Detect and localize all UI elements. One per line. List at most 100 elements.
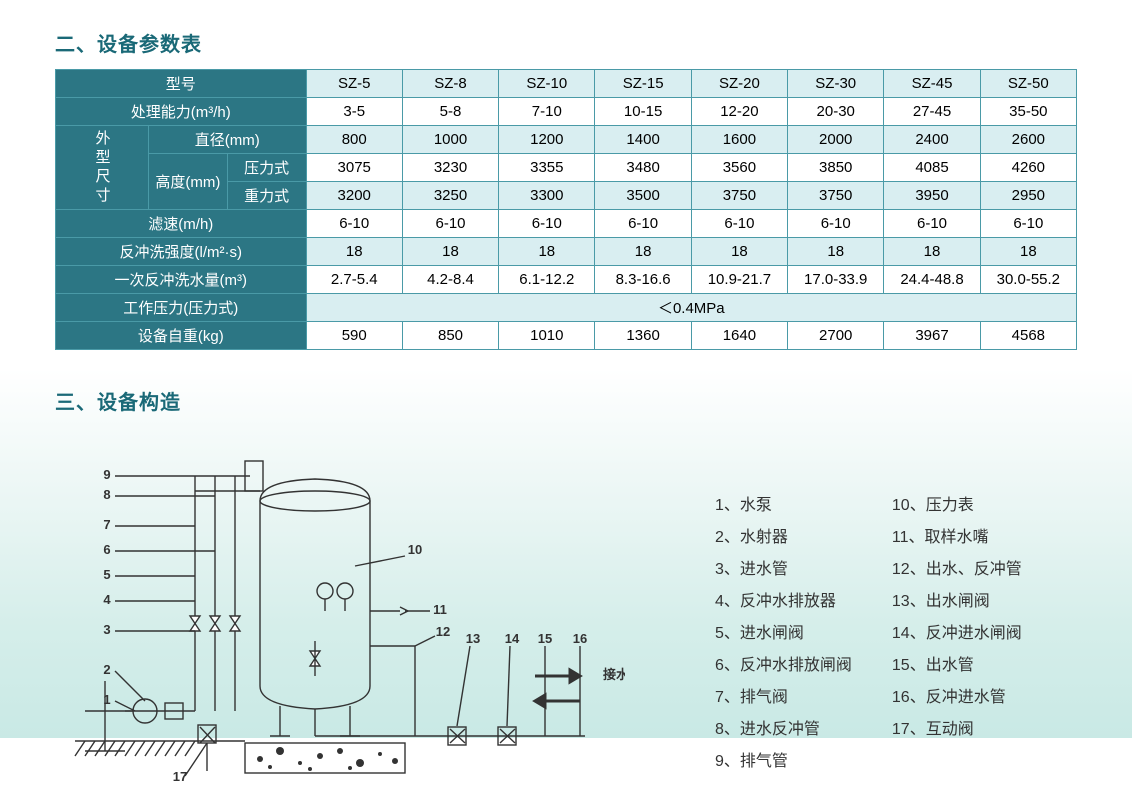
hg-6: 3950 [884,182,980,210]
sw-1: 850 [402,322,498,350]
callout-6: 6 [103,542,110,557]
legend-item: 15、出水管 [892,651,1022,675]
callout-11: 11 [433,602,447,617]
model-7: SZ-50 [980,70,1076,98]
bwv-1: 4.2-8.4 [402,266,498,294]
model-1: SZ-8 [402,70,498,98]
callout-5: 5 [103,567,110,582]
legend-col2: 10、压力表 11、取样水嘴 12、出水、反冲管 13、出水闸阀 14、反冲进水… [892,491,1022,786]
legend-col1: 1、水泵 2、水射器 3、进水管 4、反冲水排放器 5、进水闸阀 6、反冲水排放… [715,491,852,786]
hg-7: 2950 [980,182,1076,210]
dia-0: 800 [306,126,402,154]
callout-2: 2 [103,662,110,677]
cap-4: 12-20 [691,98,787,126]
parameter-table: 型号 SZ-5 SZ-8 SZ-10 SZ-15 SZ-20 SZ-30 SZ-… [55,69,1077,350]
bwi-5: 18 [788,238,884,266]
fs-2: 6-10 [499,210,595,238]
legend-item: 16、反冲进水管 [892,683,1022,707]
equipment-diagram: 9 8 7 6 5 4 3 2 1 10 11 12 13 14 15 16 1 [55,451,675,786]
bwi-0: 18 [306,238,402,266]
th-gravity: 重力式 [227,182,306,210]
th-diameter: 直径(mm) [149,126,307,154]
hg-5: 3750 [788,182,884,210]
hg-1: 3250 [402,182,498,210]
legend-item: 11、取样水嘴 [892,523,1022,547]
model-5: SZ-30 [788,70,884,98]
hp-0: 3075 [306,154,402,182]
th-bwv: 一次反冲洗水量(m³) [56,266,307,294]
callout-16: 16 [573,631,587,646]
bwv-3: 8.3-16.6 [595,266,691,294]
sw-7: 4568 [980,322,1076,350]
fs-5: 6-10 [788,210,884,238]
th-model: 型号 [56,70,307,98]
model-2: SZ-10 [499,70,595,98]
cap-3: 10-15 [595,98,691,126]
dia-2: 1200 [499,126,595,154]
callout-14: 14 [505,631,520,646]
dia-5: 2000 [788,126,884,154]
cap-5: 20-30 [788,98,884,126]
hp-5: 3850 [788,154,884,182]
hp-2: 3355 [499,154,595,182]
th-outer-dim: 外型尺寸 [56,126,149,210]
th-height: 高度(mm) [149,154,228,210]
legend: 1、水泵 2、水射器 3、进水管 4、反冲水排放器 5、进水闸阀 6、反冲水排放… [675,491,1022,786]
legend-item: 9、排气管 [715,747,852,771]
fs-0: 6-10 [306,210,402,238]
dia-3: 1400 [595,126,691,154]
bwv-2: 6.1-12.2 [499,266,595,294]
hg-4: 3750 [691,182,787,210]
fs-7: 6-10 [980,210,1076,238]
dia-7: 2600 [980,126,1076,154]
sw-2: 1010 [499,322,595,350]
callout-12: 12 [436,624,450,639]
legend-item: 10、压力表 [892,491,1022,515]
hg-2: 3300 [499,182,595,210]
callout-7: 7 [103,517,110,532]
sw-4: 1640 [691,322,787,350]
callout-13: 13 [466,631,480,646]
bwv-0: 2.7-5.4 [306,266,402,294]
callout-9: 9 [103,467,110,482]
legend-item: 17、互动阀 [892,715,1022,739]
fs-3: 6-10 [595,210,691,238]
bwi-3: 18 [595,238,691,266]
callout-10: 10 [408,542,422,557]
th-pressure: 压力式 [227,154,306,182]
hp-3: 3480 [595,154,691,182]
legend-item: 5、进水闸阀 [715,619,852,643]
hp-1: 3230 [402,154,498,182]
th-capacity: 处理能力(m³/h) [56,98,307,126]
hg-0: 3200 [306,182,402,210]
legend-item: 2、水射器 [715,523,852,547]
callout-8: 8 [103,487,110,502]
th-sw: 设备自重(kg) [56,322,307,350]
section3-title: 三、设备构造 [55,386,1077,415]
bwi-6: 18 [884,238,980,266]
section2-title: 二、设备参数表 [55,28,1077,57]
fs-4: 6-10 [691,210,787,238]
sw-5: 2700 [788,322,884,350]
bwi-1: 18 [402,238,498,266]
cap-1: 5-8 [402,98,498,126]
hg-3: 3500 [595,182,691,210]
bwv-6: 24.4-48.8 [884,266,980,294]
model-6: SZ-45 [884,70,980,98]
legend-item: 8、进水反冲管 [715,715,852,739]
callout-17: 17 [173,769,187,781]
callout-15: 15 [538,631,552,646]
bwv-7: 30.0-55.2 [980,266,1076,294]
cap-7: 35-50 [980,98,1076,126]
hp-7: 4260 [980,154,1076,182]
callout-1: 1 [103,692,110,707]
bwv-4: 10.9-21.7 [691,266,787,294]
cap-2: 7-10 [499,98,595,126]
model-4: SZ-20 [691,70,787,98]
legend-item: 4、反冲水排放器 [715,587,852,611]
cap-6: 27-45 [884,98,980,126]
legend-item: 3、进水管 [715,555,852,579]
dia-1: 1000 [402,126,498,154]
cap-0: 3-5 [306,98,402,126]
sw-0: 590 [306,322,402,350]
